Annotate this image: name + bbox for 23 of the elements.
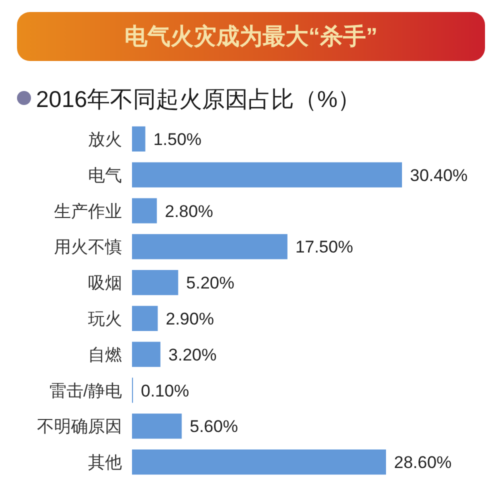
- subtitle: 2016年不同起火原因占比（%）: [36, 86, 361, 112]
- value-label: 5.20%: [186, 274, 234, 293]
- category-label: 其他: [88, 453, 122, 472]
- value-label: 17.50%: [295, 238, 354, 257]
- category-label: 电气: [88, 166, 122, 185]
- category-label: 自燃: [88, 345, 122, 364]
- category-label: 雷击/静电: [49, 381, 122, 400]
- chart-title: 电气火灾成为最大“杀手”: [124, 23, 378, 49]
- category-label: 吸烟: [88, 274, 122, 293]
- value-label: 30.40%: [410, 166, 468, 185]
- category-label: 生产作业: [54, 202, 122, 221]
- category-label: 放火: [88, 130, 122, 149]
- value-label: 2.90%: [166, 309, 214, 328]
- value-label: 1.50%: [153, 130, 202, 149]
- value-label: 2.80%: [164, 202, 214, 221]
- category-label: 玩火: [88, 309, 122, 328]
- value-label: 5.60%: [190, 417, 238, 436]
- value-label: 28.60%: [394, 453, 452, 472]
- value-label: 0.10%: [140, 381, 190, 400]
- title: 电气火灾成为最大“杀手”: [17, 12, 485, 61]
- category-label: 不明确原因: [37, 417, 122, 436]
- value-label: 3.20%: [168, 345, 217, 364]
- category-label: 用火不慎: [54, 238, 122, 257]
